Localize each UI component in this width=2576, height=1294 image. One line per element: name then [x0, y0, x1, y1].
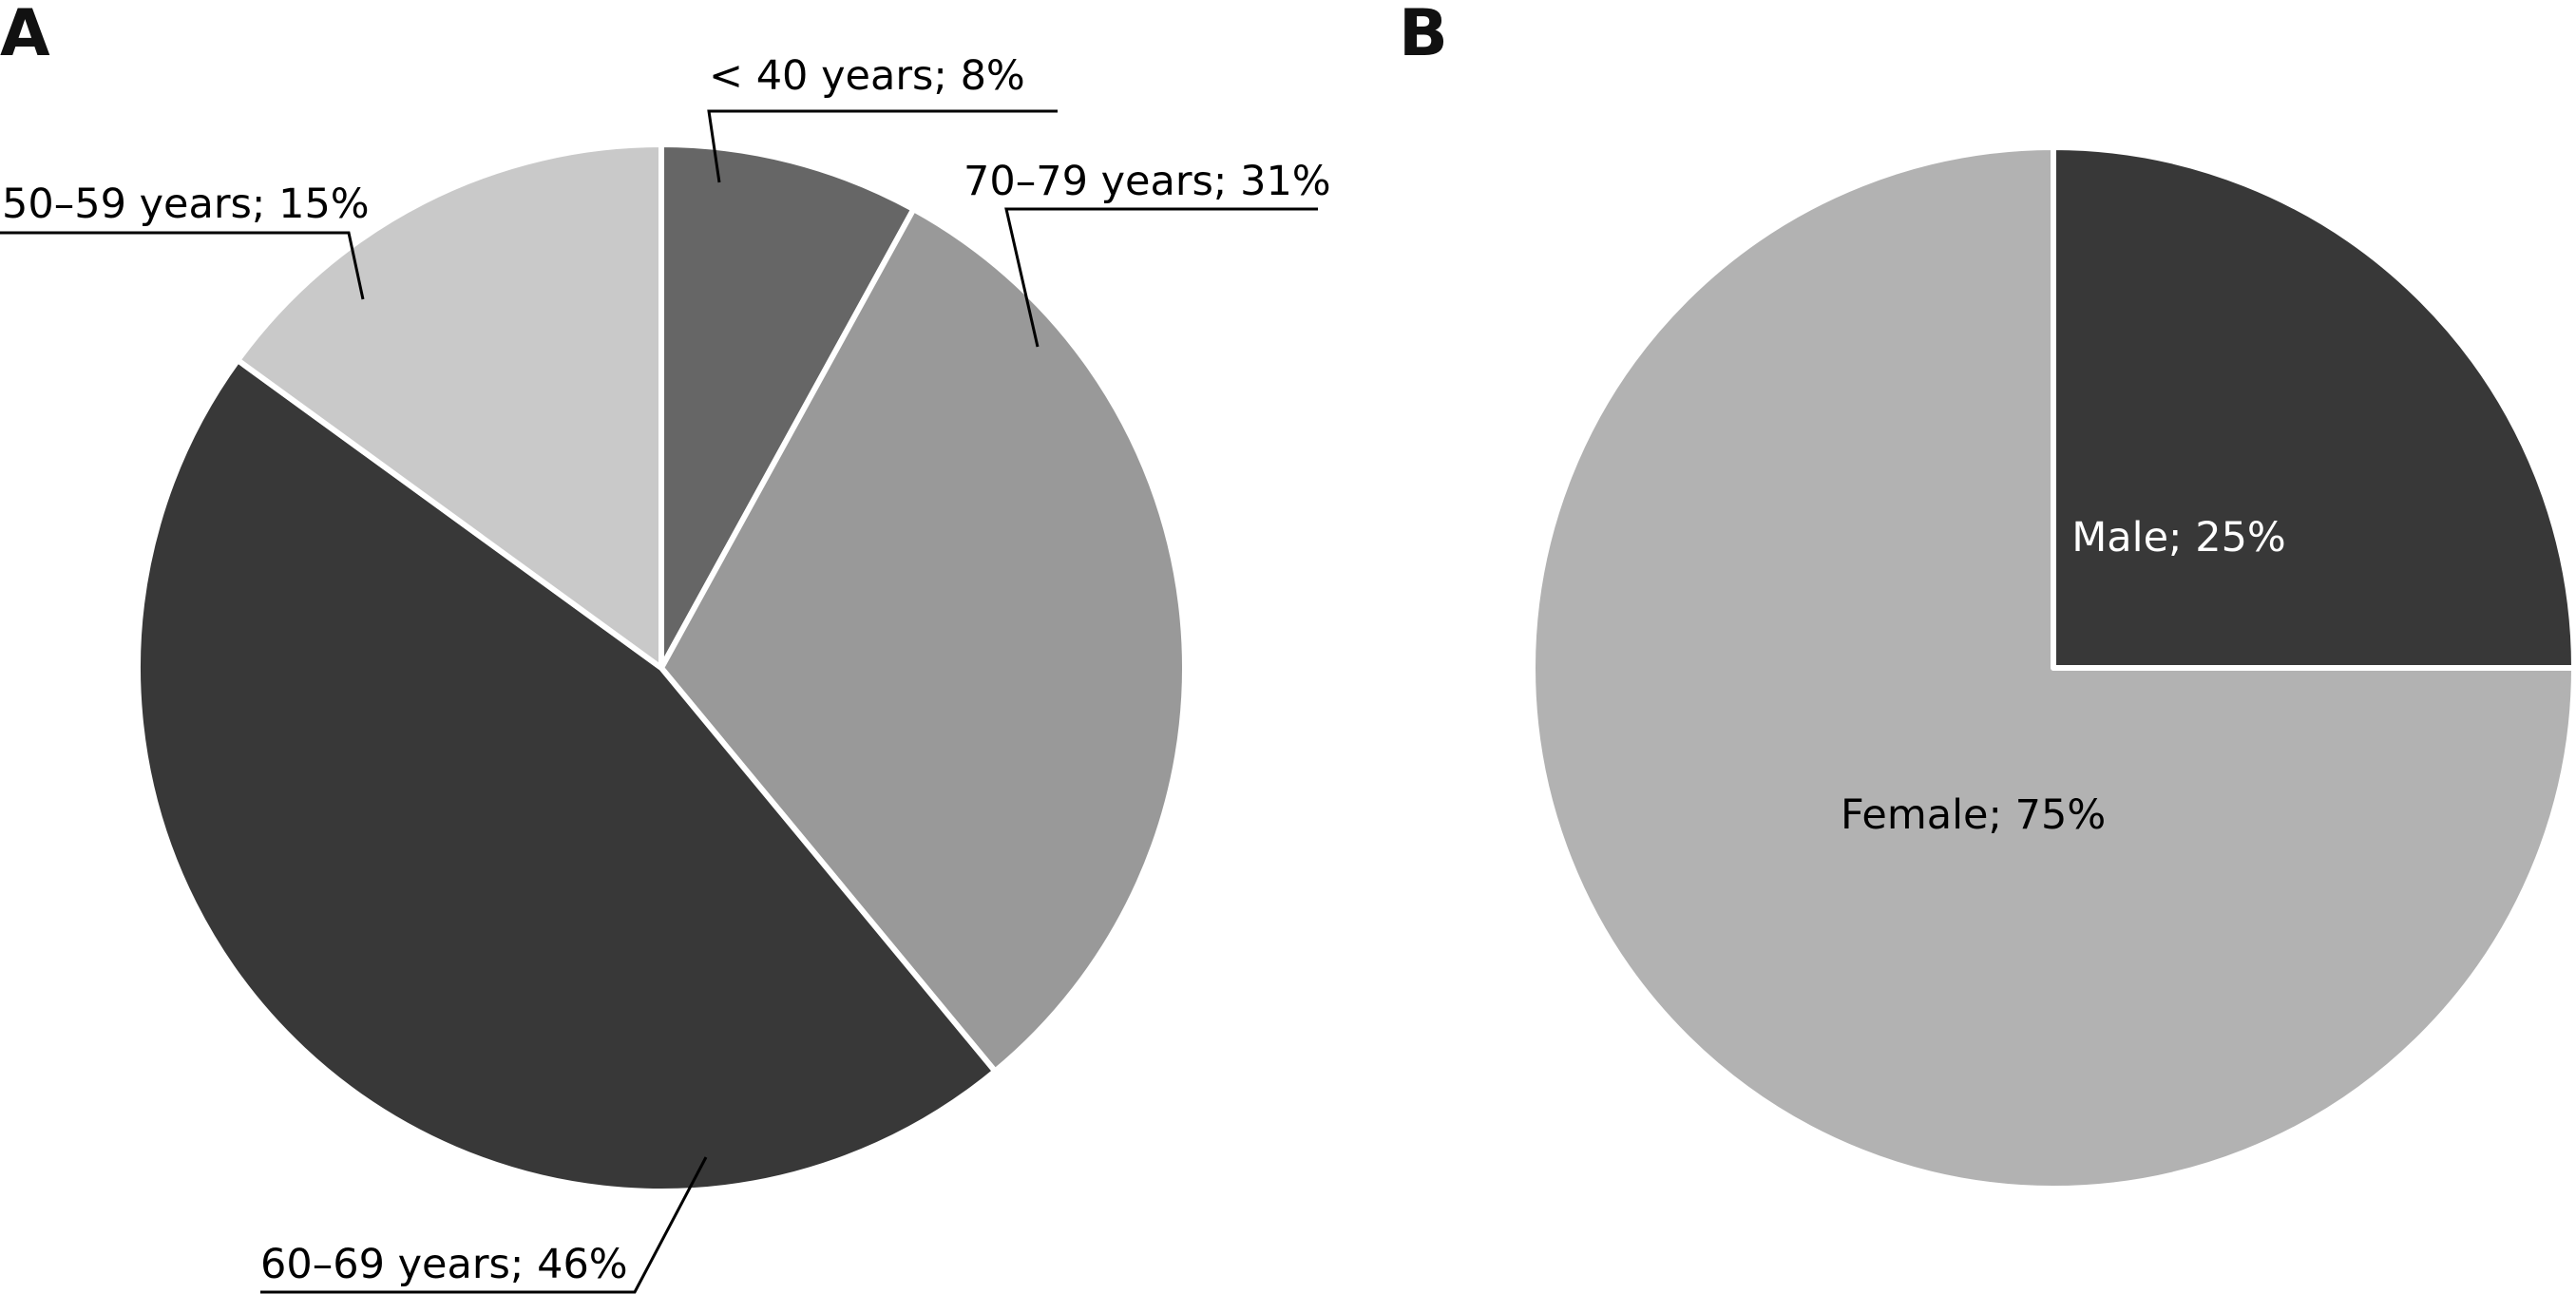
slice-60-69 — [135, 357, 999, 1194]
panel-a: A < 40 years; 8% 70–79 years; 31% 60–69 … — [0, 0, 1331, 1294]
slice-female — [1530, 144, 2576, 1191]
slice-under-40 — [658, 142, 917, 671]
leader-line-60-69 — [260, 1156, 708, 1294]
leader-line-70-79 — [1004, 207, 1318, 348]
slice-70-79 — [658, 206, 1188, 1075]
panel-b: B Male; 25% Female; 75% — [1399, 0, 2576, 1191]
slice-label-70-79: 70–79 years; 31% — [964, 158, 1331, 205]
slice-50-59 — [235, 142, 664, 671]
leader-lines-a — [0, 109, 1318, 1294]
leader-line-under-40 — [707, 109, 1058, 183]
slice-label-male: Male; 25% — [2071, 514, 2286, 561]
leader-line-50-59 — [0, 231, 365, 300]
pie-chart-sex — [1530, 144, 2576, 1191]
panel-letter-b: B — [1399, 0, 1448, 71]
slice-male — [2051, 144, 2576, 671]
slice-label-60-69: 60–69 years; 46% — [260, 1241, 628, 1288]
pie-chart-age — [135, 142, 1188, 1194]
slice-label-female: Female; 75% — [1841, 791, 2106, 839]
slice-label-under-40: < 40 years; 8% — [709, 52, 1025, 100]
slice-label-50-59: 50–59 years; 15% — [2, 181, 370, 228]
panel-letter-a: A — [0, 0, 50, 71]
